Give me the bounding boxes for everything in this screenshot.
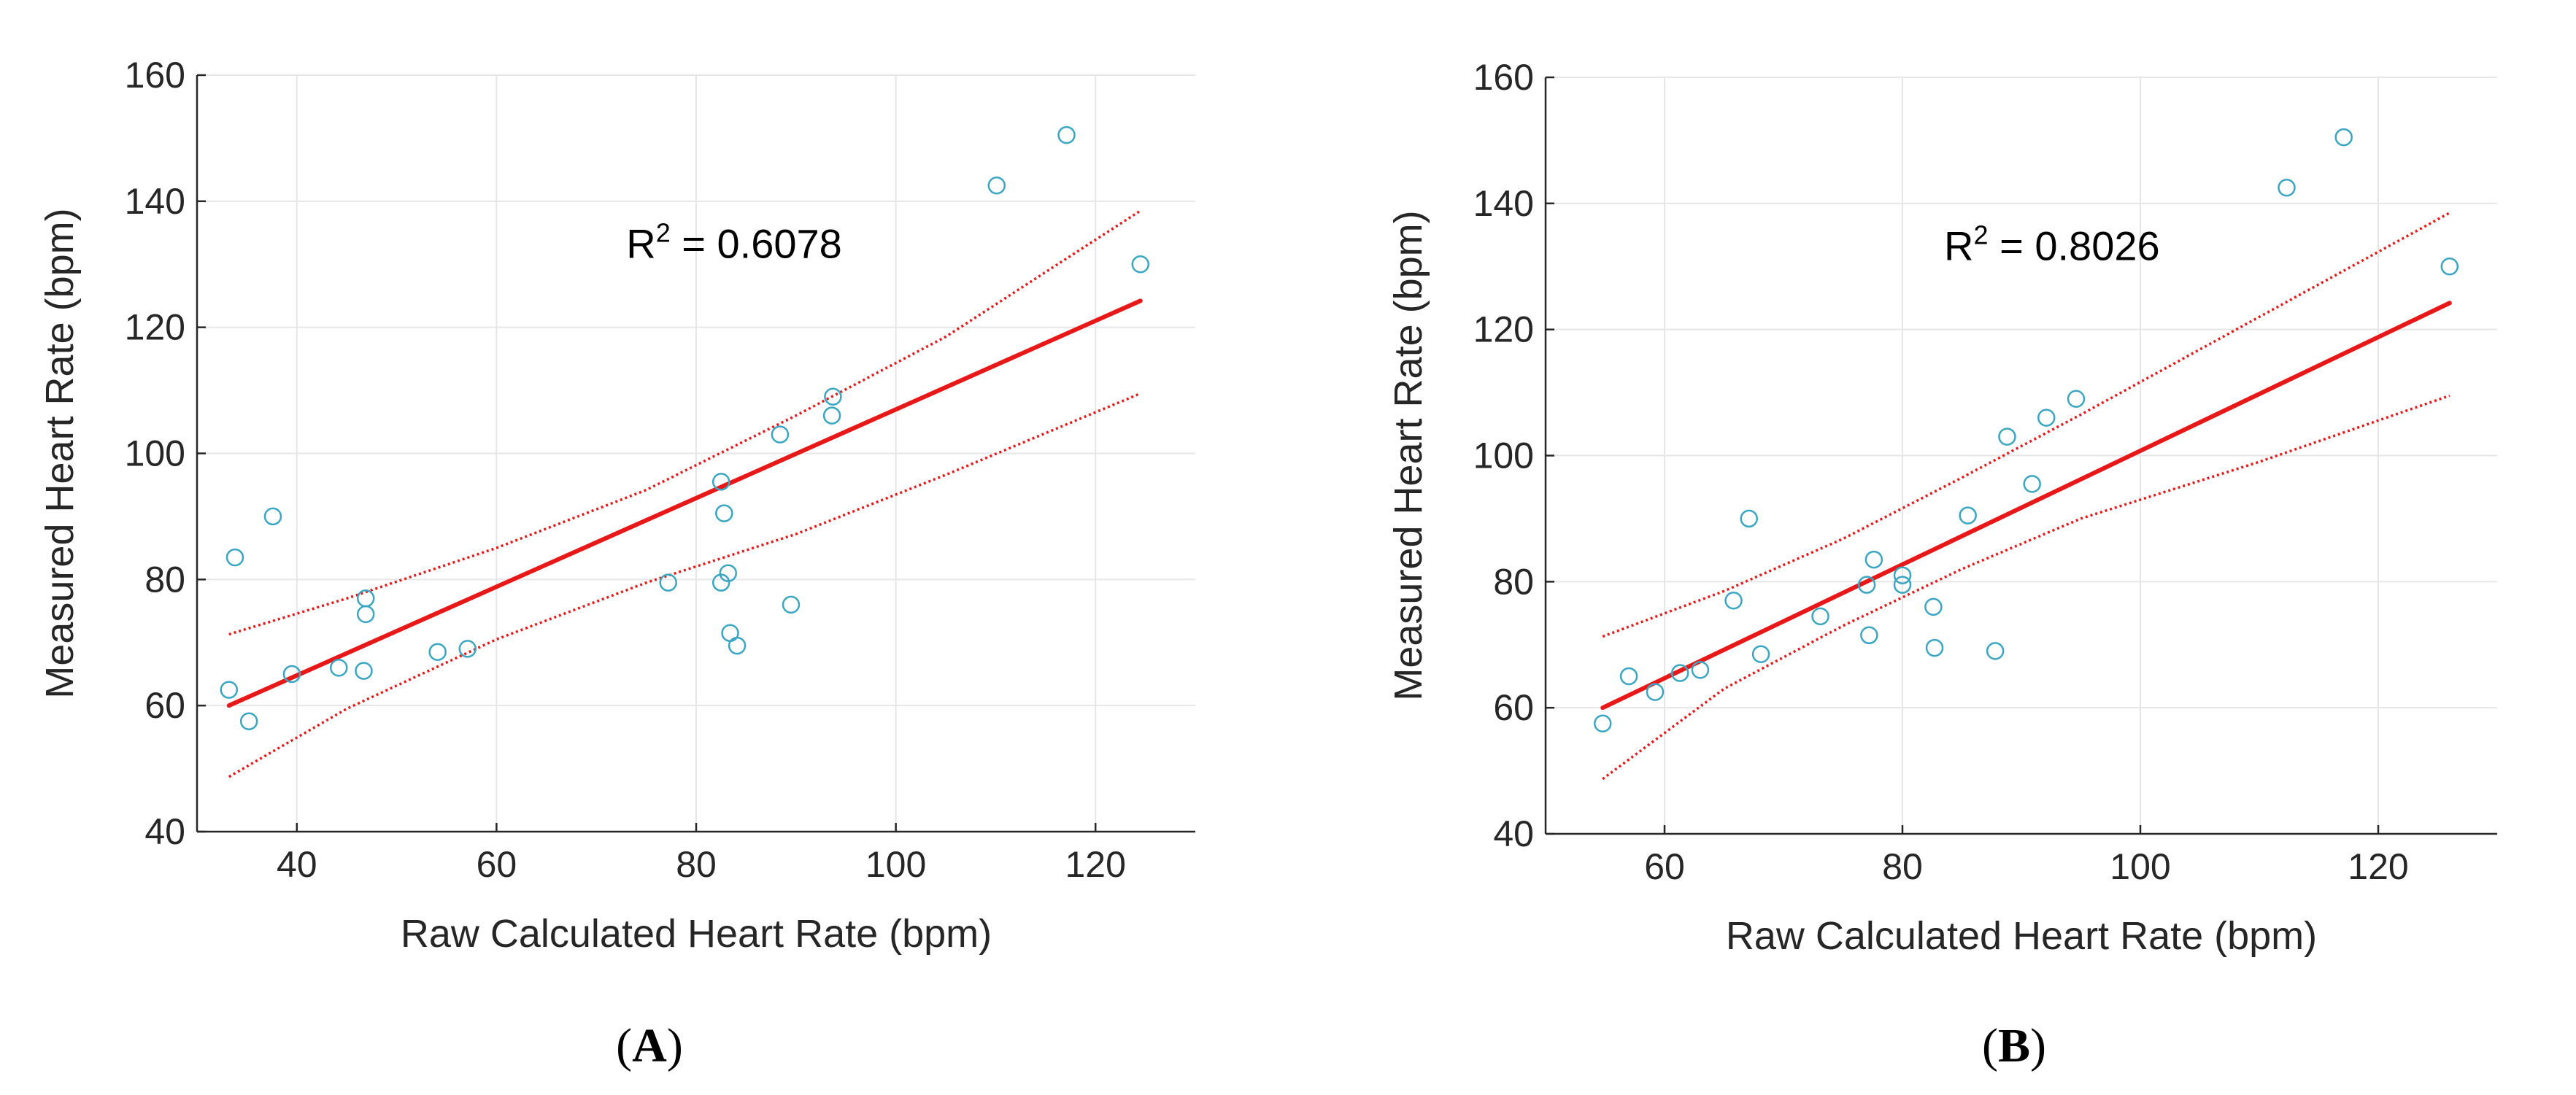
ci-lower-line [1602, 394, 2450, 781]
x-axis-title: Raw Calculated Heart Rate (bpm) [1726, 914, 2317, 958]
x-tick-label: 80 [1882, 846, 1923, 887]
panel-label: (A) [616, 1019, 683, 1072]
y-tick-label: 120 [125, 307, 185, 348]
data-point [330, 659, 348, 677]
data-point [1986, 642, 2005, 660]
data-point [1691, 661, 1710, 679]
y-axis-title: Measured Heart Rate (bpm) [38, 208, 82, 698]
data-point [712, 473, 730, 491]
data-point [1751, 645, 1770, 663]
ci-lower-line [228, 392, 1141, 778]
data-point [1893, 566, 1912, 584]
y-tick-label: 120 [1473, 309, 1534, 350]
data-point [2067, 390, 2086, 408]
data-point [1998, 427, 2016, 446]
data-point [2278, 178, 2296, 197]
data-point [1864, 550, 1883, 569]
data-point [263, 507, 282, 526]
ci-upper-line [228, 209, 1141, 636]
data-point [1925, 638, 1944, 657]
data-point [715, 504, 733, 522]
y-tick-label: 80 [1493, 561, 1534, 602]
x-tick-label: 100 [2110, 846, 2170, 887]
y-axis-title: Measured Heart Rate (bpm) [1387, 210, 1430, 700]
data-point [239, 712, 258, 731]
data-point [822, 406, 841, 425]
data-point [355, 662, 373, 680]
y-tick-label: 100 [1473, 436, 1534, 476]
data-point [1740, 509, 1758, 528]
panel-label: (B) [1982, 1019, 2046, 1072]
data-point [1857, 576, 1876, 594]
y-tick-label: 100 [125, 433, 185, 474]
x-tick-label: 120 [1065, 844, 1125, 885]
panel-a: 40 60 80 100 120 40 60 80 100 120 140 160 Raw Calcul… [38, 55, 1195, 1072]
data-point [225, 548, 244, 567]
y-tick-label: 60 [1493, 687, 1534, 728]
data-point [1959, 506, 1977, 525]
y-tick-label: 160 [1473, 57, 1534, 98]
data-point [458, 640, 477, 658]
data-point [282, 665, 301, 684]
y-tick-label: 40 [1493, 813, 1534, 854]
data-point [1619, 667, 1638, 686]
data-point [1646, 683, 1665, 701]
x-tick-label: 40 [277, 844, 317, 885]
data-point [1593, 714, 1612, 733]
y-tick-label: 40 [144, 811, 185, 852]
data-point [659, 573, 677, 592]
r-squared-annotation: R2 = 0.8026 [1944, 220, 2160, 269]
x-tick-label: 60 [477, 844, 517, 885]
data-point [728, 636, 747, 655]
y-tick-label: 80 [144, 559, 185, 600]
data-point [1860, 626, 1878, 645]
data-point [356, 605, 375, 624]
data-point [428, 643, 447, 661]
x-tick-label: 120 [2348, 846, 2408, 887]
data-point [782, 595, 801, 614]
data-point [987, 176, 1006, 195]
data-point [220, 681, 239, 699]
data-point [824, 387, 842, 406]
data-point [1670, 664, 1689, 682]
x-tick-label: 80 [676, 844, 717, 885]
y-tick-label: 140 [125, 181, 185, 222]
r-squared-annotation: R2 = 0.6078 [626, 218, 842, 267]
data-point [1924, 597, 1943, 616]
data-point [1057, 125, 1076, 144]
regression-line [1600, 301, 2452, 711]
y-tick-label: 160 [125, 55, 185, 96]
x-tick-label: 100 [865, 844, 926, 885]
x-tick-label: 60 [1644, 846, 1685, 887]
data-point [2037, 409, 2056, 427]
data-point [2023, 475, 2041, 493]
y-tick-label: 140 [1473, 183, 1534, 224]
data-point [1893, 576, 1912, 594]
data-point [1811, 607, 1829, 626]
y-tick-label: 60 [144, 685, 185, 726]
data-point [2334, 128, 2353, 147]
data-point [771, 425, 790, 444]
panel-b: 60 80 100 120 40 60 80 100 120 140 160 Raw Calculat… [1387, 57, 2497, 1072]
data-point [356, 589, 375, 608]
data-point [1131, 255, 1150, 274]
ci-upper-line [1602, 212, 2450, 638]
x-axis-title: Raw Calculated Heart Rate (bpm) [401, 912, 992, 956]
data-point [719, 564, 738, 582]
data-point [2440, 258, 2459, 276]
regression-line [226, 298, 1143, 708]
data-point [1724, 592, 1743, 610]
